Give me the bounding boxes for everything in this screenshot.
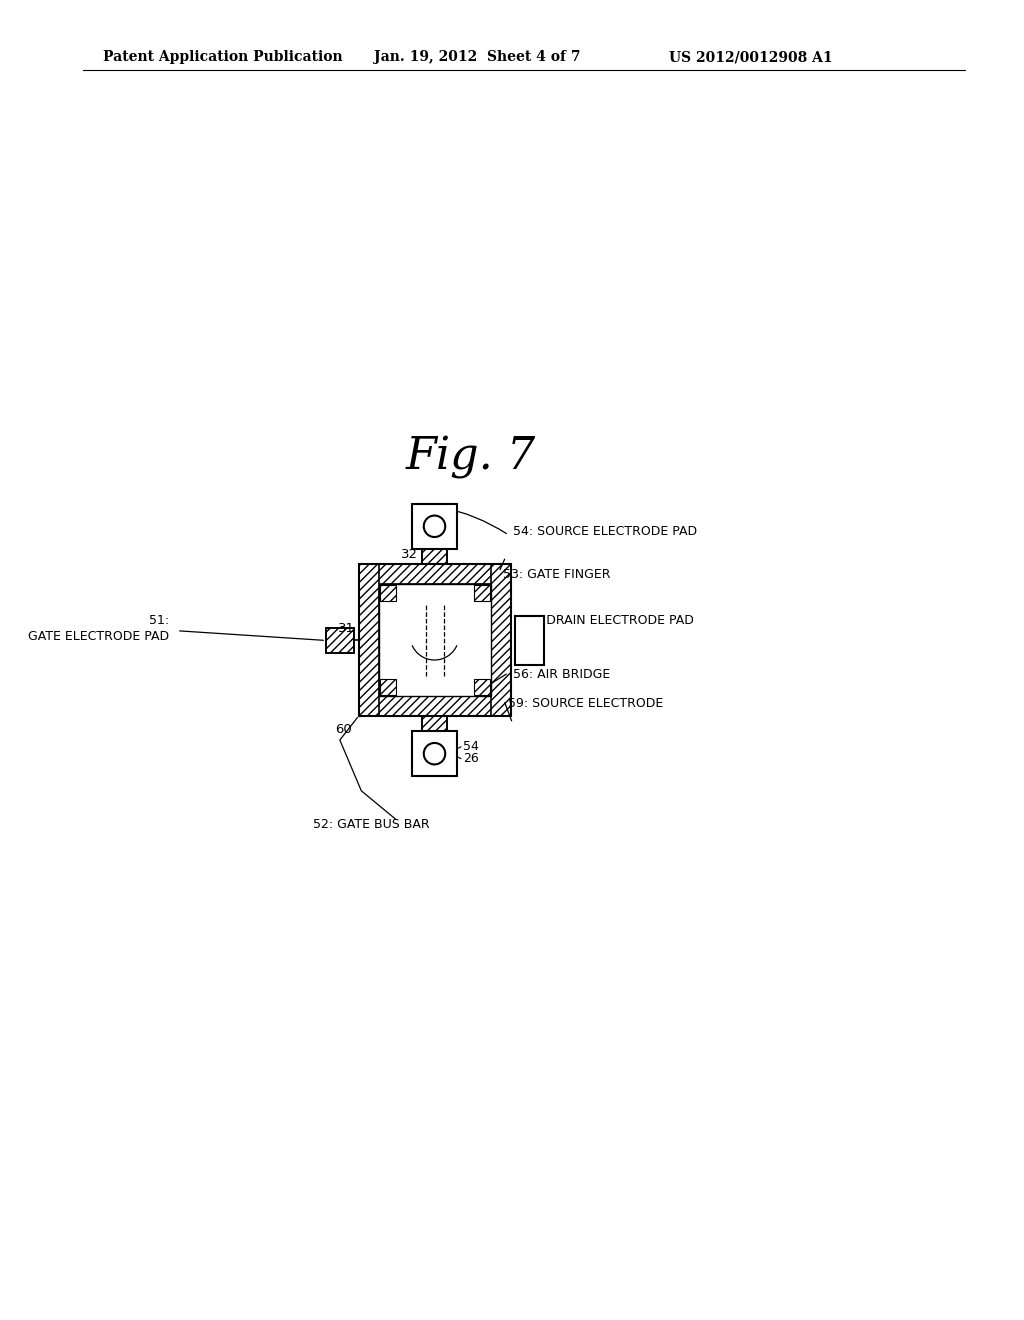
Bar — [514, 616, 544, 665]
Bar — [422, 549, 447, 565]
Text: 52: GATE BUS BAR: 52: GATE BUS BAR — [312, 818, 429, 832]
Bar — [327, 628, 353, 653]
Bar — [379, 583, 492, 696]
Text: 51:: 51: — [148, 615, 169, 627]
Text: Jan. 19, 2012  Sheet 4 of 7: Jan. 19, 2012 Sheet 4 of 7 — [374, 50, 581, 63]
Bar — [492, 565, 511, 715]
Bar — [422, 715, 447, 731]
Text: Patent Application Publication: Patent Application Publication — [102, 50, 342, 63]
Bar — [359, 565, 511, 715]
Text: US 2012/0012908 A1: US 2012/0012908 A1 — [669, 50, 833, 63]
Text: 55: DRAIN ELECTRODE PAD: 55: DRAIN ELECTRODE PAD — [522, 615, 694, 627]
Bar — [422, 715, 447, 731]
Text: 54: SOURCE ELECTRODE PAD: 54: SOURCE ELECTRODE PAD — [513, 524, 696, 537]
Text: 56: AIR BRIDGE: 56: AIR BRIDGE — [513, 668, 610, 681]
Text: Fig. 7: Fig. 7 — [406, 436, 536, 479]
Bar — [359, 696, 511, 715]
Bar — [359, 565, 511, 583]
Bar — [412, 731, 457, 776]
Text: 59: SOURCE ELECTRODE: 59: SOURCE ELECTRODE — [508, 697, 663, 710]
Circle shape — [424, 516, 445, 537]
Bar — [473, 678, 490, 696]
Bar — [412, 504, 457, 549]
Text: GATE ELECTRODE PAD: GATE ELECTRODE PAD — [28, 630, 169, 643]
Bar — [380, 678, 396, 696]
Bar — [422, 549, 447, 565]
Text: 31: 31 — [339, 622, 355, 635]
Text: 60: 60 — [335, 723, 351, 737]
Bar — [473, 585, 490, 602]
Text: 54: 54 — [463, 741, 478, 754]
Text: 32: 32 — [401, 548, 418, 561]
Circle shape — [424, 743, 445, 764]
Bar — [380, 585, 396, 602]
Text: 26: 26 — [463, 752, 478, 766]
Bar — [327, 628, 353, 653]
Bar — [359, 565, 379, 715]
Text: 53: GATE FINGER: 53: GATE FINGER — [503, 568, 610, 581]
